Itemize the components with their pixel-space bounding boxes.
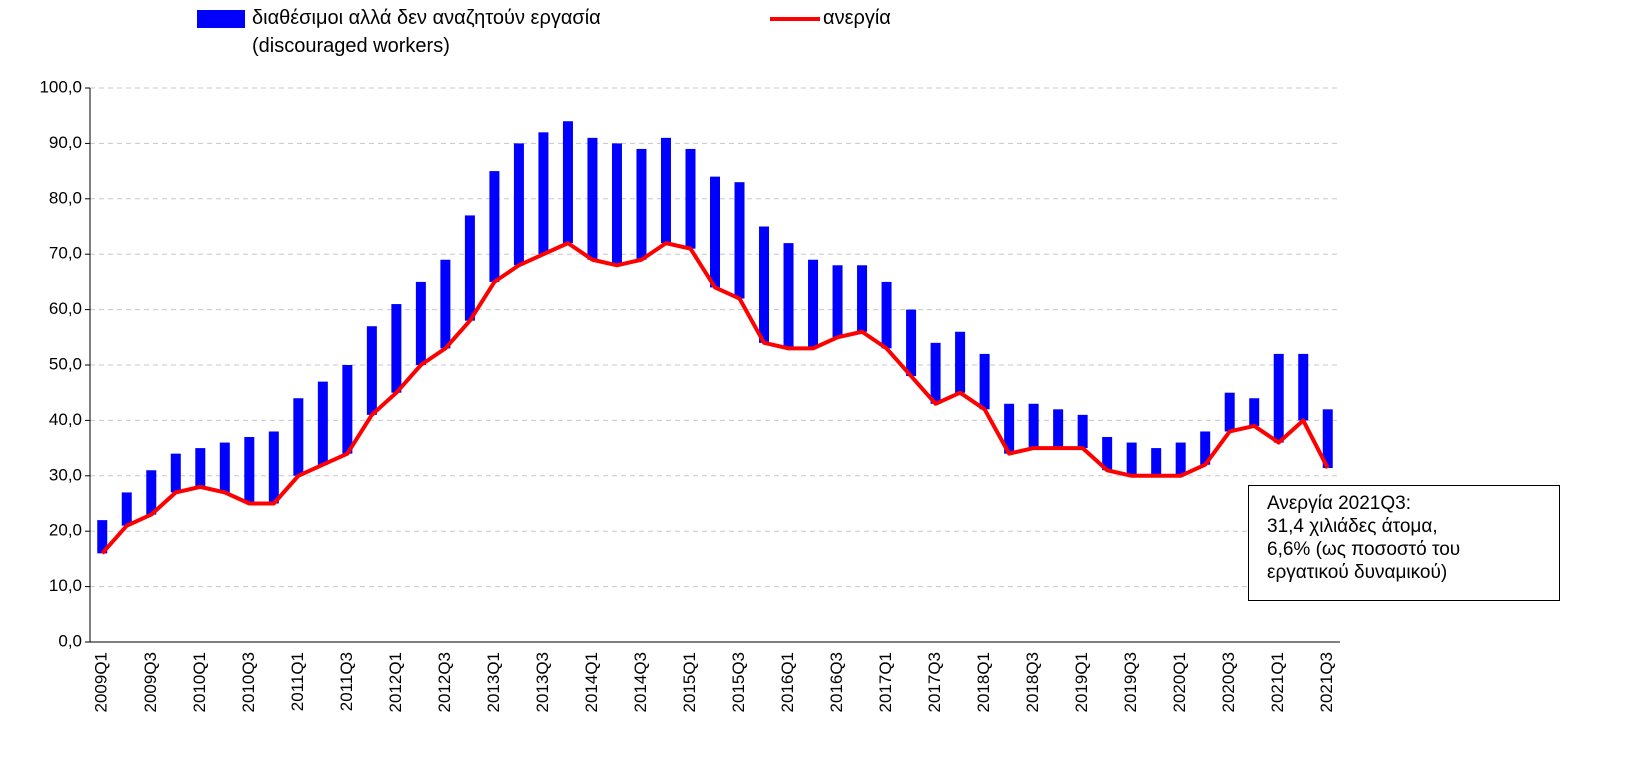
bar	[562, 121, 573, 244]
x-tick-label: 2019Q1	[1072, 652, 1091, 713]
x-tick-label: 2013Q3	[533, 652, 552, 713]
x-tick-label: 2021Q1	[1268, 652, 1287, 713]
bar	[587, 137, 598, 260]
bar	[710, 176, 720, 288]
bar	[1102, 437, 1113, 471]
y-tick-label: 70,0	[49, 244, 82, 263]
x-tick-label: 2010Q1	[190, 652, 209, 713]
bar	[513, 143, 524, 266]
bar	[1249, 398, 1260, 426]
bar	[1053, 409, 1064, 449]
bar	[97, 520, 108, 554]
legend-swatch-bar	[197, 10, 245, 28]
x-tick-label: 2012Q3	[435, 652, 454, 713]
bar	[636, 148, 647, 260]
bar	[685, 148, 696, 249]
bar	[759, 226, 770, 343]
bar	[146, 470, 157, 515]
x-tick-label: 2014Q3	[631, 652, 650, 713]
bar	[440, 259, 451, 349]
bar	[832, 265, 843, 338]
bar	[930, 342, 941, 404]
bar	[955, 331, 966, 393]
legend-label: διαθέσιμοι αλλά δεν αναζητούν εργασία (d…	[252, 7, 601, 57]
x-tick-label: 2014Q1	[582, 652, 601, 713]
x-tick-label: 2009Q1	[92, 652, 111, 713]
bar	[857, 265, 868, 332]
y-tick-label: 10,0	[49, 576, 82, 595]
bar	[464, 215, 475, 321]
bar	[366, 326, 377, 415]
line-series	[100, 241, 1330, 555]
y-tick-label: 90,0	[49, 133, 82, 152]
y-tick-label: 30,0	[49, 465, 82, 484]
x-tick-label: 2018Q3	[1023, 652, 1042, 713]
bar	[538, 132, 549, 255]
bar	[1028, 403, 1039, 449]
y-tick-label: 20,0	[49, 521, 82, 540]
x-tick-label: 2013Q1	[484, 652, 503, 713]
x-tick-label: 2015Q3	[729, 652, 748, 713]
x-tick-label: 2019Q3	[1121, 652, 1140, 713]
annotation: Ανεργία 2021Q3: 31,4 χιλιάδες άτομα, 6,6…	[1248, 485, 1560, 601]
bar	[979, 353, 990, 410]
bar	[268, 431, 279, 504]
x-tick-label: 2016Q1	[778, 652, 797, 713]
x-tick-label: 2015Q1	[680, 652, 699, 713]
legend-label: ανεργία	[823, 7, 891, 29]
bar	[734, 182, 745, 299]
bar	[906, 309, 917, 377]
x-tick-label: 2020Q3	[1219, 652, 1238, 713]
x-tick-label: 2016Q3	[827, 652, 846, 713]
x-tick-label: 2021Q3	[1317, 652, 1336, 713]
bar	[293, 398, 304, 476]
bar	[415, 281, 426, 365]
x-tick-label: 2017Q3	[925, 652, 944, 713]
bar	[1077, 414, 1088, 449]
bar	[121, 492, 132, 526]
x-tick-label: 2011Q3	[337, 652, 356, 711]
bar	[611, 143, 622, 266]
bar	[1126, 442, 1137, 476]
x-tick-label: 2012Q1	[386, 652, 405, 713]
y-tick-label: 0,0	[58, 631, 82, 650]
bar	[1004, 403, 1015, 454]
bar	[489, 171, 500, 282]
bar	[195, 448, 206, 487]
bar	[1298, 353, 1309, 421]
bar	[1322, 409, 1333, 469]
y-tick-label: 50,0	[49, 354, 82, 373]
bar	[783, 243, 794, 349]
y-tick-label: 40,0	[49, 410, 82, 429]
bar	[342, 365, 353, 454]
x-tick-label: 2017Q1	[876, 652, 895, 713]
y-tick-label: 100,0	[39, 77, 82, 96]
x-tick-label: 2009Q3	[141, 652, 160, 713]
x-tick-label: 2011Q1	[288, 652, 307, 711]
x-tick-label: 2010Q3	[239, 652, 258, 713]
y-tick-label: 80,0	[49, 188, 82, 207]
bar	[1224, 392, 1235, 432]
y-tick-label: 60,0	[49, 299, 82, 318]
bar	[660, 137, 671, 244]
x-tick-label: 2018Q1	[974, 652, 993, 713]
bar	[317, 381, 328, 465]
bar	[244, 437, 255, 504]
bar	[170, 453, 181, 493]
bar	[219, 442, 230, 493]
bar	[881, 281, 892, 349]
bar	[1175, 442, 1186, 476]
x-tick-label: 2020Q1	[1170, 652, 1189, 713]
bar	[1273, 353, 1284, 443]
bar	[1151, 448, 1162, 476]
bar	[808, 259, 819, 349]
bar	[1200, 431, 1211, 465]
bar	[391, 304, 402, 393]
